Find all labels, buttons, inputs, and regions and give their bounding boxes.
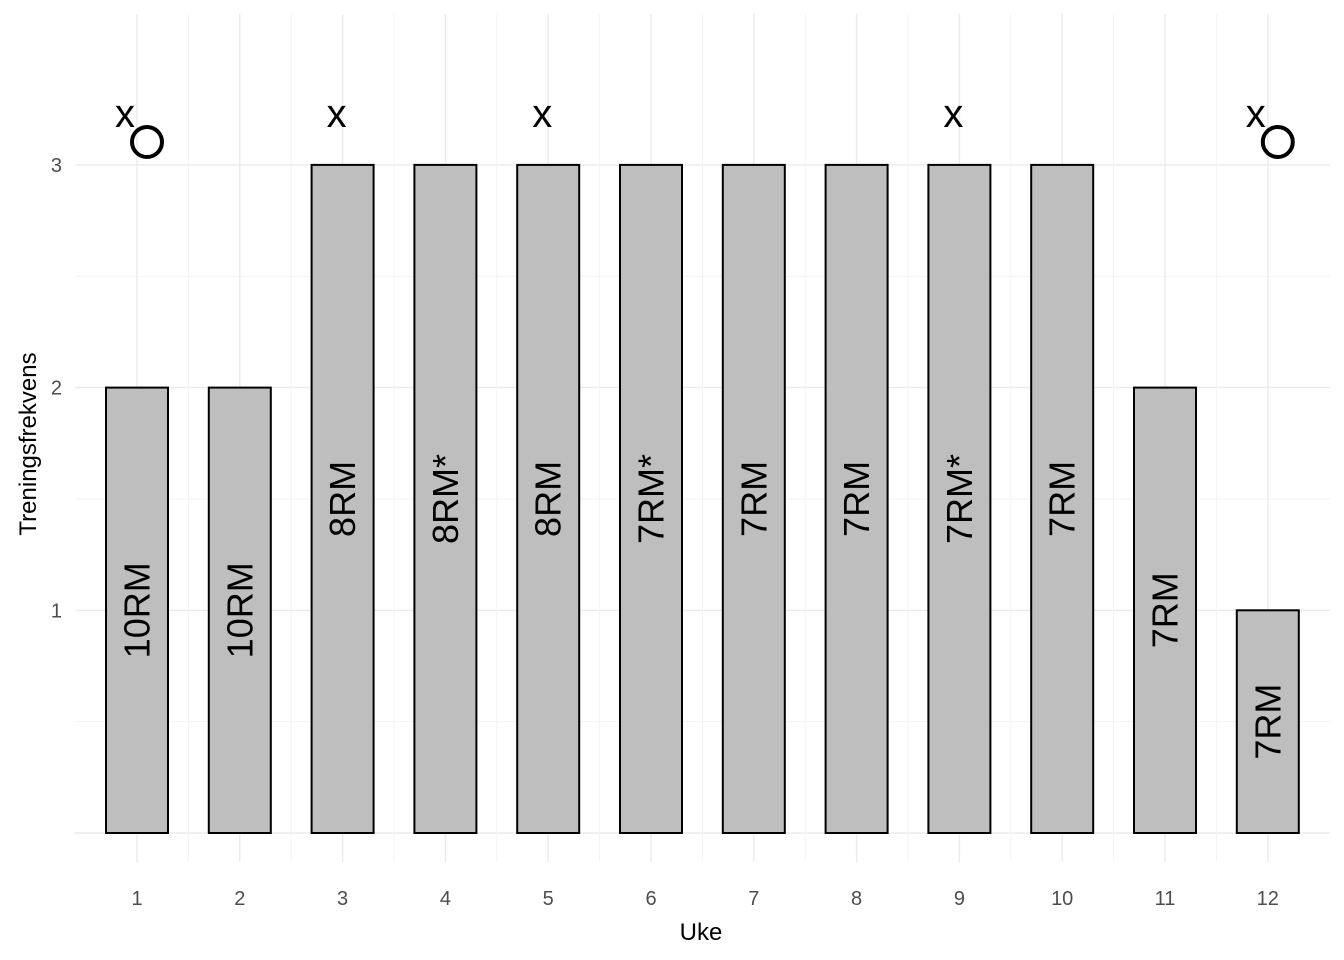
bar (1133, 386, 1197, 834)
y-tick-label: 3 (51, 155, 62, 177)
bar-labels-group: 10RM 10RM 8RM 8RM* 8RM 7RM* 7RM 7RM 7RM* 7RM 7RM 7R… (117, 454, 1289, 760)
bar (619, 163, 683, 834)
bar (1235, 609, 1300, 834)
x-tick-label: 6 (645, 888, 656, 910)
bar-data-label: 7RM (1042, 461, 1083, 537)
x-tick-label: 12 (1257, 888, 1279, 910)
bar-data-label: 7RM (1247, 684, 1288, 760)
x-tick-label: 10 (1051, 888, 1073, 910)
x-marker: x (1246, 92, 1266, 136)
y-tick-labels: 1 2 3 (51, 155, 62, 622)
bar (105, 386, 169, 834)
x-tick-label: 11 (1155, 888, 1176, 910)
bar-data-label: 7RM (1145, 572, 1186, 648)
bar-data-label: 10RM (117, 562, 158, 658)
x-tick-label: 4 (440, 888, 451, 910)
bar-data-label: 7RM* (631, 454, 672, 544)
x-tick-labels: 1 2 3 4 5 6 7 8 9 10 11 12 (131, 888, 1278, 910)
x-tick-label: 2 (234, 888, 245, 910)
bar (516, 163, 581, 834)
y-axis-title: Treningsfrekvens (15, 352, 42, 535)
bar-data-label: 7RM (733, 461, 774, 537)
bar-data-label: 8RM (528, 461, 569, 537)
bar (927, 163, 992, 834)
circle-marker (130, 125, 164, 159)
bars-group (105, 163, 1300, 834)
bar (824, 163, 889, 834)
x-tick-label: 7 (748, 888, 759, 910)
bar-data-label: 10RM (219, 562, 260, 658)
x-marker: x (115, 92, 135, 136)
y-tick-label: 1 (51, 600, 62, 622)
x-tick-label: 9 (954, 888, 965, 910)
bar (413, 163, 478, 834)
x-tick-label: 1 (131, 888, 142, 910)
bar-data-label: 8RM* (425, 454, 466, 544)
x-tick-label: 3 (337, 888, 348, 910)
x-tick-label: 8 (851, 888, 862, 910)
circle-marker (1260, 125, 1295, 159)
bar-data-label: 8RM (322, 461, 363, 537)
x-tick-label: 5 (543, 888, 554, 910)
bar-data-label: 7RM (836, 461, 877, 537)
bar (1030, 163, 1095, 834)
bar-data-label: 7RM* (939, 454, 980, 544)
bar (207, 386, 272, 834)
bar (310, 163, 375, 834)
x-axis-title: Uke (680, 919, 723, 946)
x-marker: x (327, 92, 347, 136)
bar (721, 163, 786, 834)
x-marker: x (532, 92, 552, 136)
x-marker: x (943, 92, 963, 136)
y-tick-label: 2 (51, 378, 62, 400)
